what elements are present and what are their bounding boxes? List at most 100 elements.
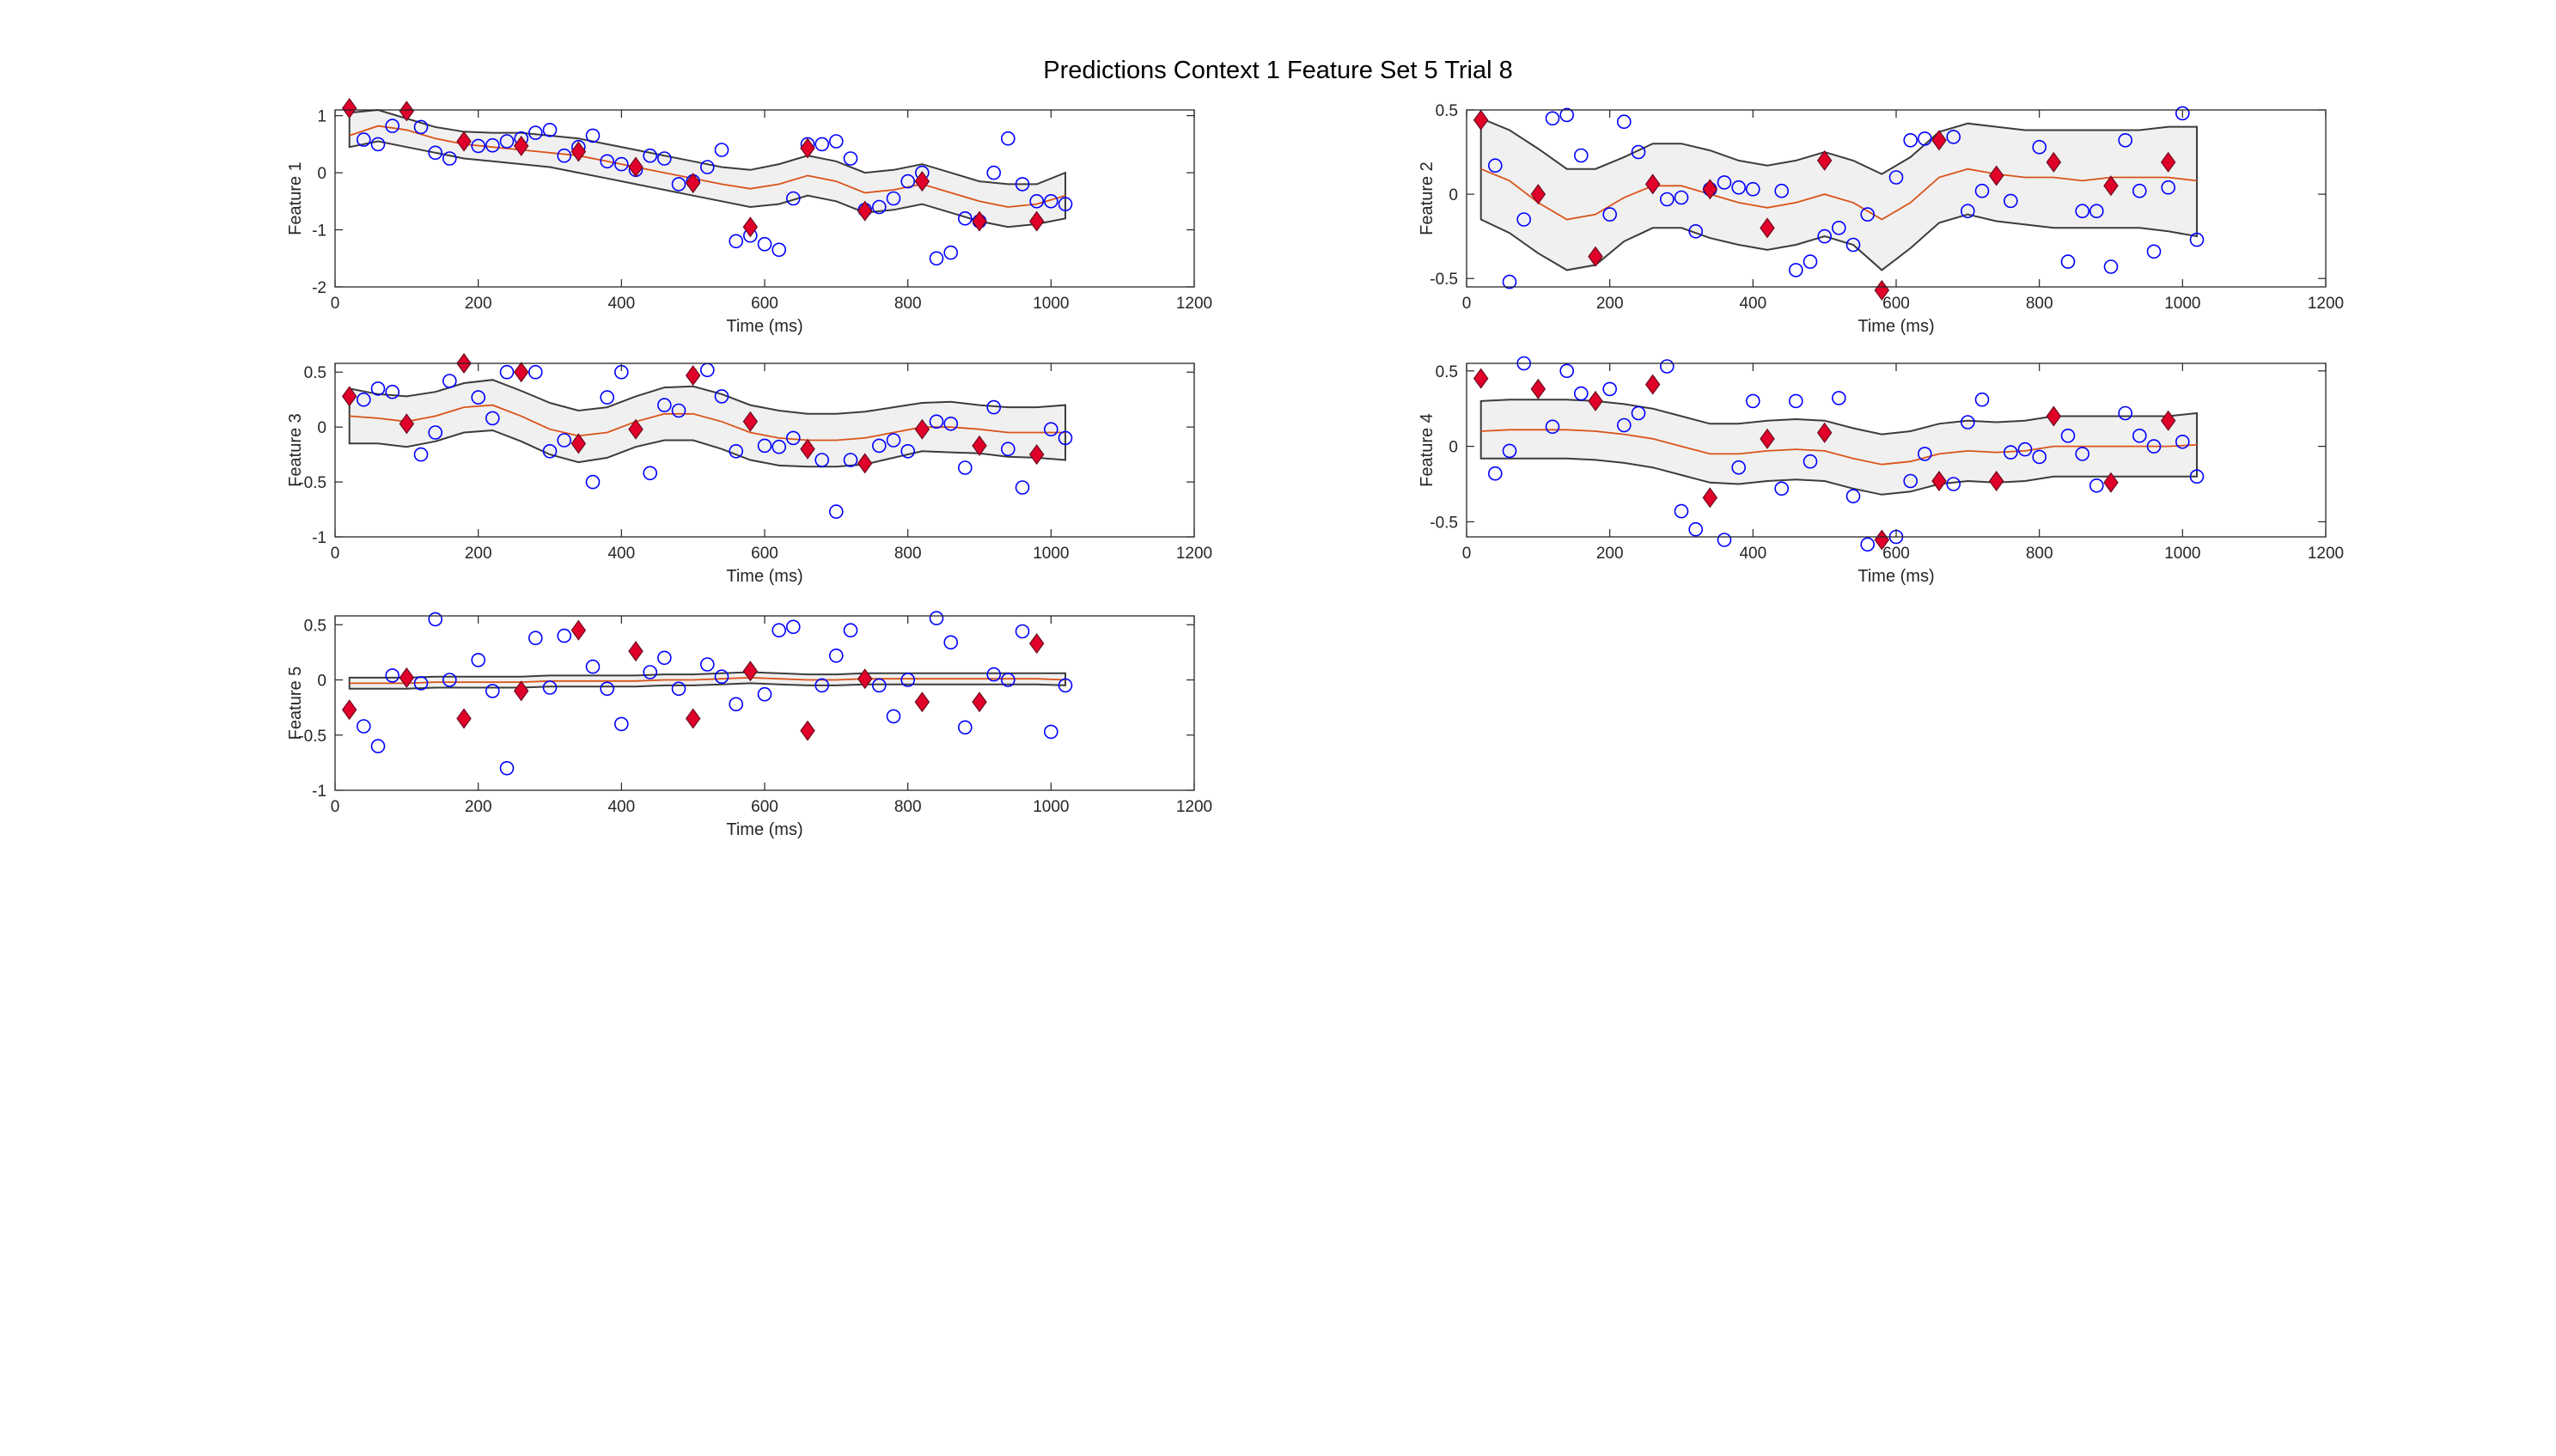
feature-2-x-tick-label: 600 xyxy=(1882,295,1910,313)
feature-5-target-marker xyxy=(399,667,415,688)
feature-2-x-tick-label: 1000 xyxy=(2164,295,2200,313)
feature-4-x-tick-label: 1200 xyxy=(2308,545,2344,563)
feature-4-target-marker xyxy=(1473,368,1489,389)
feature-4-observed-point xyxy=(1602,381,1617,397)
feature-2-mean-line xyxy=(1480,168,2198,221)
feature-5-target-marker xyxy=(914,691,930,713)
feature-5-observed-point xyxy=(772,623,787,638)
feature-4-observed-point xyxy=(1631,405,1646,421)
feature-2-observed-point xyxy=(2118,133,2132,148)
feature-4-x-tick-label: 600 xyxy=(1882,545,1910,563)
feature-3-target-marker xyxy=(628,418,644,440)
feature-2-observed-point xyxy=(2004,193,2018,209)
feature-4-confidence-band xyxy=(1479,399,2198,496)
feature-2-target-marker xyxy=(1760,217,1775,239)
feature-2-observed-point xyxy=(1817,228,1832,244)
feature-2-observed-point xyxy=(1602,207,1617,222)
feature-2-x-axis-label: Time (ms) xyxy=(1858,317,1934,336)
feature-4-observed-point xyxy=(1803,454,1818,469)
feature-5-y-tick-label: -0.5 xyxy=(298,728,326,746)
feature-3-observed-point xyxy=(729,443,744,459)
feature-4-observed-point xyxy=(1574,386,1589,401)
feature-3-observed-point xyxy=(557,433,572,448)
feature-2-y-tick-label: -0.5 xyxy=(1430,271,1458,289)
feature-1-observed-point xyxy=(585,128,601,143)
feature-1-observed-point xyxy=(485,137,500,153)
feature-5-observed-point xyxy=(413,676,429,691)
feature-3-observed-point xyxy=(600,390,615,405)
feature-2-target-marker xyxy=(2103,175,2119,197)
feature-3-observed-point xyxy=(585,474,601,490)
feature-4-observed-point xyxy=(1860,537,1875,552)
feature-5-panel: 0 200 400 600 800 1000 1200 -1 -0.5 0 0.5 Time (ms)… xyxy=(286,611,1212,839)
feature-5-observed-point xyxy=(557,628,572,643)
feature-5-observed-point xyxy=(814,678,830,693)
feature-1-target-marker xyxy=(972,210,987,232)
feature-1-target-marker xyxy=(513,135,529,156)
feature-5-x-tick-label: 1000 xyxy=(1033,798,1069,816)
feature-3-target-marker xyxy=(972,435,987,456)
feature-5-observed-point xyxy=(528,631,543,646)
feature-3-observed-point xyxy=(671,403,686,418)
feature-3-observed-point xyxy=(900,443,915,459)
feature-3-target-marker xyxy=(857,453,873,474)
feature-1-y-tick-label: 0 xyxy=(317,165,326,183)
feature-4-observed-point xyxy=(1717,533,1732,547)
feature-3-observed-point xyxy=(828,504,844,519)
feature-1-observed-point xyxy=(699,160,715,174)
feature-3-observed-point xyxy=(943,416,958,431)
feature-1-observed-point xyxy=(499,134,515,149)
feature-5-target-marker xyxy=(972,691,987,713)
feature-4-y-tick-label: -0.5 xyxy=(1430,514,1458,532)
feature-1-target-marker xyxy=(570,141,587,162)
feature-1-observed-point xyxy=(600,154,615,169)
feature-4-observed-point xyxy=(1660,359,1675,374)
feature-5-x-tick-label: 400 xyxy=(607,798,635,816)
feature-3-observed-point xyxy=(499,364,515,380)
feature-5-observed-point xyxy=(886,709,901,724)
feature-2-observed-point xyxy=(2132,183,2147,198)
feature-2-observed-point xyxy=(2189,232,2205,247)
feature-3-observed-point xyxy=(413,447,429,462)
feature-2-observed-point xyxy=(1789,263,1803,277)
feature-1-y-tick-label: 1 xyxy=(317,108,326,126)
feature-4-observed-point xyxy=(2004,445,2018,460)
feature-1-target-marker xyxy=(685,173,701,194)
feature-3-target-marker xyxy=(570,433,587,454)
feature-1-observed-point xyxy=(843,151,858,166)
feature-5-target-marker xyxy=(570,619,587,641)
feature-1-observed-point xyxy=(1001,131,1016,146)
feature-4-observed-point xyxy=(1845,489,1861,503)
feature-4-observed-point xyxy=(1617,417,1632,433)
feature-4-observed-point xyxy=(2075,447,2089,461)
feature-2-observed-point xyxy=(1903,133,1918,148)
feature-4-observed-point xyxy=(2060,428,2076,443)
feature-5-observed-point xyxy=(485,684,500,698)
feature-2-observed-point xyxy=(1674,190,1689,205)
feature-5-observed-point xyxy=(699,657,715,672)
feature-3-target-marker xyxy=(399,413,415,435)
feature-1-observed-point xyxy=(986,165,1001,180)
feature-3-observed-point xyxy=(643,466,658,481)
feature-3-x-tick-label: 400 xyxy=(607,545,635,563)
feature-3-x-axis-label: Time (ms) xyxy=(726,567,802,586)
feature-3-x-tick-label: 0 xyxy=(331,545,340,563)
feature-1-observed-point xyxy=(785,191,801,206)
feature-2-observed-point xyxy=(1860,207,1875,222)
feature-2-observed-point xyxy=(1545,111,1560,126)
feature-4-x-tick-label: 1000 xyxy=(2164,545,2200,563)
feature-3-target-marker xyxy=(341,386,357,407)
feature-2-target-marker xyxy=(1988,165,2004,186)
feature-1-observed-point xyxy=(714,143,729,157)
feature-1-observed-point xyxy=(1029,194,1044,209)
feature-4-x-axis-label: Time (ms) xyxy=(1858,567,1934,586)
feature-5-observed-point xyxy=(843,623,858,638)
feature-2-target-marker xyxy=(1816,149,1833,171)
feature-5-y-tick-label: -1 xyxy=(312,783,326,801)
feature-2-x-tick-label: 400 xyxy=(1739,295,1766,313)
feature-1-observed-point xyxy=(814,137,830,152)
feature-2-observed-point xyxy=(1731,180,1746,195)
feature-3-observed-point xyxy=(1044,422,1058,437)
feature-2-observed-point xyxy=(1631,144,1646,160)
